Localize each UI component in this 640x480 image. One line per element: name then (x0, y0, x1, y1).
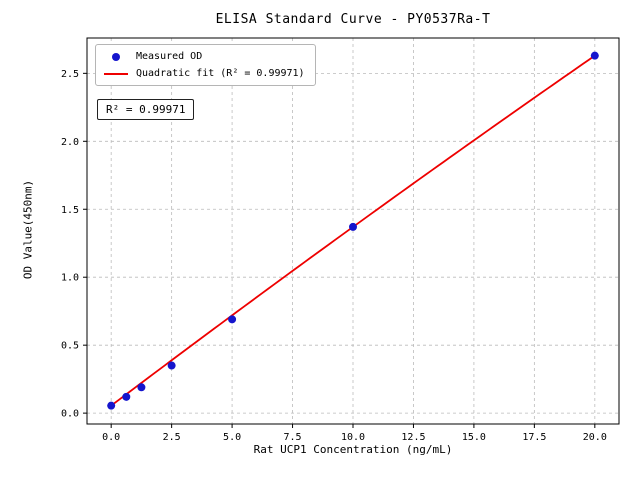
x-tick-label: 12.5 (401, 432, 425, 443)
r-squared-annotation: R² = 0.99971 (97, 99, 195, 120)
data-point (167, 361, 176, 370)
x-tick-label: 7.5 (284, 432, 302, 443)
legend-item-measured-od: Measured OD (104, 51, 305, 62)
x-tick-label: 15.0 (462, 432, 486, 443)
y-tick-label: 0.5 (61, 341, 79, 352)
x-tick-label: 10.0 (341, 432, 365, 443)
y-tick-label: 1.5 (61, 205, 79, 216)
x-tick-label: 17.5 (522, 432, 546, 443)
data-point (228, 315, 237, 324)
data-point (349, 222, 357, 231)
x-tick-label: 20.0 (583, 432, 607, 443)
data-point (590, 51, 599, 60)
legend-marker-wrap (104, 72, 128, 75)
y-tick-label: 1.0 (61, 273, 79, 284)
y-axis-label: OD Value(450nm) (21, 179, 35, 280)
data-point (122, 392, 131, 401)
data-point (137, 383, 146, 392)
y-tick-label: 2.5 (61, 69, 79, 80)
x-tick-label: 0.0 (102, 432, 120, 443)
x-axis-label: Rat UCP1 Concentration (ng/mL) (253, 443, 453, 456)
fit-line-icon (104, 72, 128, 75)
x-tick-label: 5.0 (223, 432, 241, 443)
legend-label-measured-od: Measured OD (136, 51, 203, 62)
data-point (107, 401, 116, 410)
legend-marker-wrap (104, 52, 128, 61)
chart-title: ELISA Standard Curve - PY0537Ra-T (215, 12, 491, 27)
x-tick-label: 2.5 (163, 432, 181, 443)
legend-label-quadratic-fit: Quadratic fit (R² = 0.99971) (136, 68, 305, 79)
y-tick-label: 2.0 (61, 137, 79, 148)
legend-item-quadratic-fit: Quadratic fit (R² = 0.99971) (104, 68, 305, 79)
y-tick-label: 0.0 (61, 409, 79, 420)
legend: Measured OD Quadratic fit (R² = 0.99971) (95, 44, 316, 86)
scatter-dot-icon (112, 52, 120, 61)
